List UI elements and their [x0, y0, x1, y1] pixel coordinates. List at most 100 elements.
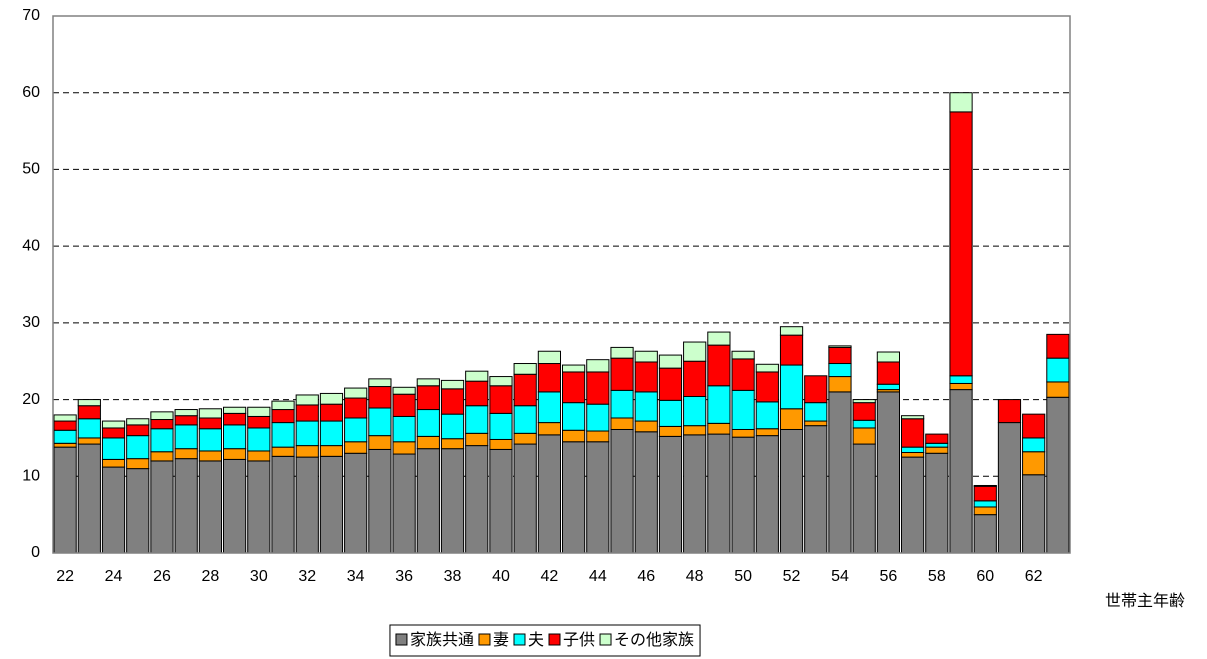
bar-segment: [295, 394, 319, 406]
legend-label: 子供: [563, 631, 595, 649]
bar-segment: [634, 361, 658, 393]
bar-segment: [344, 441, 368, 454]
bar-segment: [925, 442, 949, 448]
legend-label: 家族共通: [410, 631, 474, 649]
bar-segment: [779, 428, 804, 554]
bar-segment: [271, 455, 295, 554]
bar-segment: [247, 415, 271, 429]
bar-segment: [440, 448, 465, 554]
bar-segment: [101, 420, 126, 429]
bar-segment: [271, 400, 295, 411]
bar-segment: [1046, 381, 1070, 398]
bar-segment: [465, 380, 489, 407]
bar-segment: [537, 350, 561, 365]
bar-segment: [683, 425, 707, 436]
bar-segment: [513, 363, 537, 375]
x-tick-label: 52: [783, 568, 801, 585]
bar-segment: [804, 420, 828, 427]
bar-segment: [610, 346, 634, 359]
bar-segment: [658, 367, 683, 401]
bar-segment: [53, 429, 77, 444]
bar-segment: [271, 409, 295, 424]
bar-segment: [392, 453, 416, 554]
bar-segment: [973, 500, 997, 508]
bar-segment: [247, 406, 271, 417]
x-tick-label: 46: [637, 568, 655, 585]
bar-segment: [101, 427, 126, 439]
bar-segment: [465, 370, 489, 382]
bar-segment: [876, 351, 900, 363]
bar-segment: [925, 452, 949, 554]
y-tick-label: 60: [22, 84, 40, 101]
legend-swatch: [478, 633, 491, 646]
x-tick-label: 38: [444, 568, 462, 585]
bar-segment: [465, 432, 489, 447]
bar-segment: [223, 424, 247, 450]
bar-segment: [658, 354, 683, 369]
bar-segment: [440, 438, 465, 450]
bar-segment: [634, 431, 658, 554]
bar-segment: [77, 437, 101, 445]
bar-segment: [247, 460, 271, 554]
bar-segment: [634, 420, 658, 433]
bar-segment: [368, 448, 392, 554]
bar-segment: [150, 411, 174, 421]
bar-segment: [779, 408, 804, 430]
bar-segment: [707, 385, 731, 424]
bar-segment: [562, 371, 586, 404]
bar-segment: [901, 452, 925, 458]
bar-segment: [562, 402, 586, 431]
bar-segment: [126, 435, 150, 460]
bar-segment: [586, 441, 610, 554]
bar-segment: [150, 460, 174, 554]
bar-segment: [344, 417, 368, 443]
bar-segment: [634, 350, 658, 363]
bar-segment: [198, 460, 223, 554]
bar-segment: [852, 399, 876, 404]
x-tick-label: 42: [540, 568, 558, 585]
bar-segment: [804, 375, 828, 404]
bar-segment: [731, 350, 755, 360]
bar-segment: [368, 435, 392, 450]
legend-label: 妻: [493, 631, 509, 649]
bar-segment: [901, 446, 925, 454]
bar-segment: [513, 443, 537, 554]
bar-segment: [465, 405, 489, 434]
legend-swatch: [599, 633, 612, 646]
x-axis-label: 世帯主年齢: [1105, 592, 1185, 610]
bar-segment: [344, 397, 368, 419]
bar-segment: [295, 456, 319, 554]
bar-segment: [126, 418, 150, 426]
legend: 家族共通 妻 夫 子供 その他家族: [389, 624, 701, 657]
bar-segment: [925, 446, 949, 454]
bar-segment: [731, 389, 755, 430]
bar-segment: [973, 484, 997, 487]
bar-segment: [223, 448, 247, 460]
bar-segment: [997, 399, 1022, 424]
bar-segment: [247, 427, 271, 452]
bar-segment: [852, 402, 876, 421]
bar-segment: [562, 364, 586, 373]
legend-swatch: [513, 633, 526, 646]
bar-segment: [513, 432, 537, 445]
bar-segment: [416, 378, 440, 387]
bar-segment: [707, 331, 731, 346]
bar-segment: [828, 391, 852, 554]
bar-segment: [247, 450, 271, 462]
bar-segment: [416, 409, 440, 437]
x-tick-label: 62: [1025, 568, 1043, 585]
bar-segment: [126, 424, 150, 437]
x-tick-label: 56: [879, 568, 897, 585]
bar-segment: [416, 435, 440, 450]
y-tick-label: 20: [22, 391, 40, 408]
legend-box: [389, 624, 701, 657]
bar-segment: [852, 419, 876, 429]
bar-segment: [150, 428, 174, 453]
bar-segment: [586, 371, 610, 405]
bar-segment: [101, 458, 126, 468]
bar-segment: [126, 468, 150, 554]
bar-segment: [949, 389, 973, 554]
bar-segment: [198, 450, 223, 462]
y-tick-label: 0: [31, 544, 40, 561]
bar-segment: [973, 506, 997, 516]
